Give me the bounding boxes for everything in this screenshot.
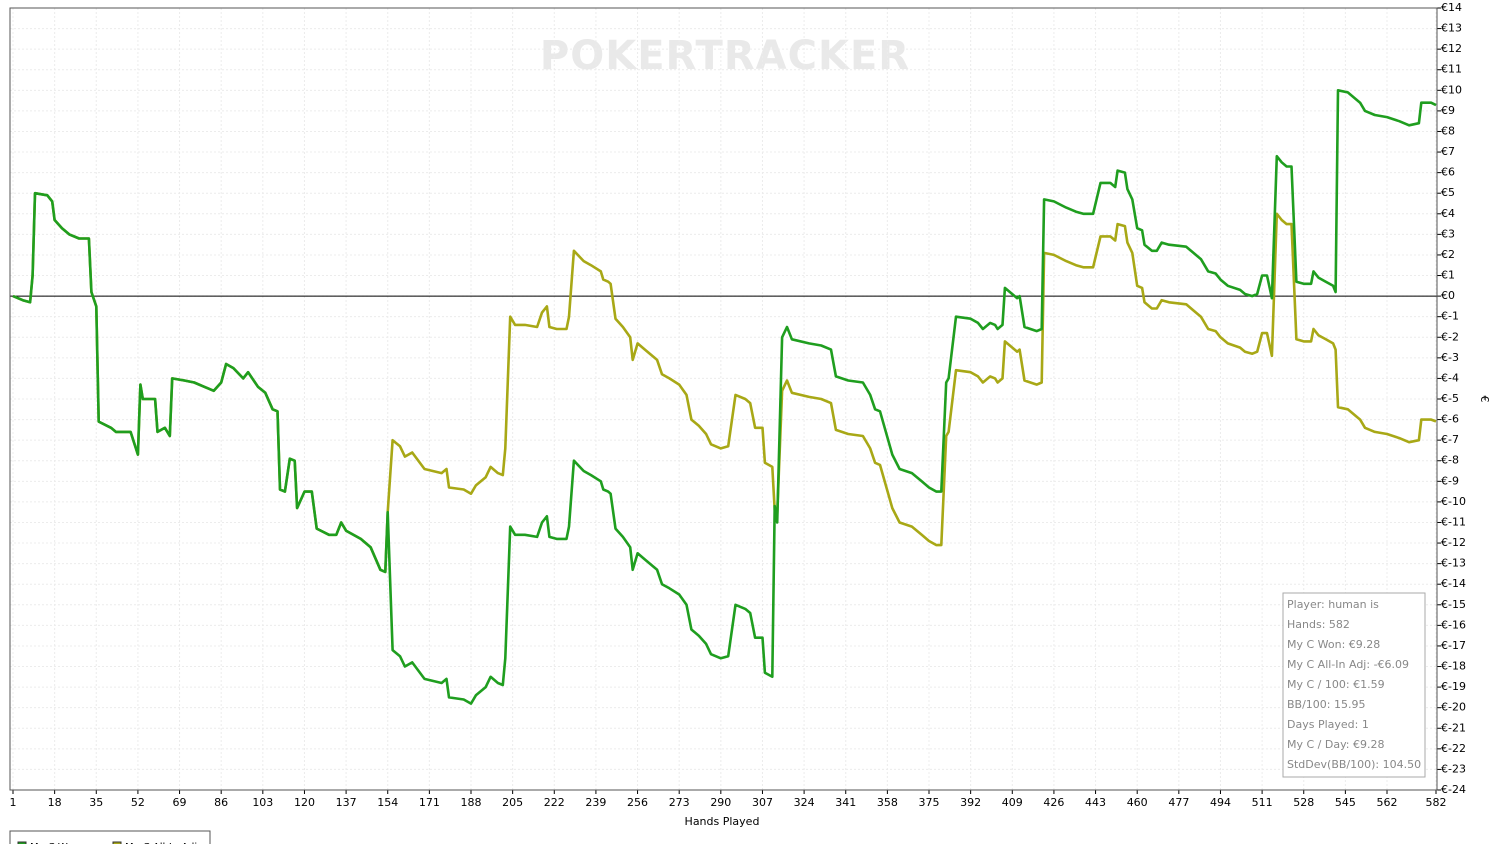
y-tick-label: €14: [1441, 1, 1462, 14]
x-tick-label: 120: [294, 796, 315, 809]
x-tick-label: 341: [835, 796, 856, 809]
x-tick-label: 86: [214, 796, 228, 809]
y-tick-label: €-8: [1441, 454, 1459, 467]
x-tick-label: 273: [669, 796, 690, 809]
x-tick-label: 18: [48, 796, 62, 809]
x-tick-label: 290: [710, 796, 731, 809]
stats-line: StdDev(BB/100): 104.50: [1287, 758, 1421, 771]
y-tick-label: €-17: [1441, 639, 1466, 652]
y-tick-label: €-2: [1441, 330, 1459, 343]
x-tick-label: 511: [1252, 796, 1273, 809]
x-tick-label: 69: [173, 796, 187, 809]
x-tick-label: 239: [585, 796, 606, 809]
y-tick-label: €-23: [1441, 762, 1466, 775]
y-tick-label: €4: [1441, 207, 1455, 220]
y-tick-label: €2: [1441, 248, 1455, 261]
stats-line: My C / 100: €1.59: [1287, 678, 1385, 691]
y-tick-label: €-1: [1441, 310, 1459, 323]
legend-box: [9, 830, 211, 844]
y-tick-label: €8: [1441, 124, 1455, 137]
plot-border: [9, 7, 1438, 791]
legend-swatch: [112, 841, 122, 844]
x-tick-label: 103: [252, 796, 273, 809]
y-tick-label: €-16: [1441, 618, 1466, 631]
x-tick-label: 545: [1335, 796, 1356, 809]
x-tick-label: 582: [1426, 796, 1447, 809]
x-tick-label: 256: [627, 796, 648, 809]
y-tick-label: €9: [1441, 104, 1455, 117]
legend-swatch: [17, 841, 27, 844]
x-tick-label: 375: [919, 796, 940, 809]
x-tick-label: 460: [1127, 796, 1148, 809]
y-tick-label: €-14: [1441, 577, 1466, 590]
x-tick-label: 222: [544, 796, 565, 809]
y-tick-label: €5: [1441, 186, 1455, 199]
y-tick-label: €7: [1441, 145, 1455, 158]
x-tick-label: 1: [10, 796, 17, 809]
x-tick-label: 358: [877, 796, 898, 809]
y-tick-label: €-9: [1441, 474, 1459, 487]
series-line: [12, 89, 1437, 705]
x-tick-label: 154: [377, 796, 398, 809]
x-tick-label: 392: [960, 796, 981, 809]
stats-line: My C Won: €9.28: [1287, 638, 1380, 651]
y-tick-label: €-4: [1441, 371, 1459, 384]
y-tick-label: €-15: [1441, 598, 1466, 611]
x-tick-label: 409: [1002, 796, 1023, 809]
y-tick-label: €-19: [1441, 680, 1466, 693]
y-tick-label: €3: [1441, 227, 1455, 240]
y-tick-label: €0: [1441, 289, 1455, 302]
stats-line: Hands: 582: [1287, 618, 1350, 631]
y-tick-label: €-5: [1441, 392, 1459, 405]
x-tick-label: 307: [752, 796, 773, 809]
x-tick-label: 171: [419, 796, 440, 809]
stats-line: Days Played: 1: [1287, 718, 1369, 731]
y-tick-label: €6: [1441, 166, 1455, 179]
stats-line: BB/100: 15.95: [1287, 698, 1366, 711]
x-tick-label: 137: [336, 796, 357, 809]
stats-box: [1282, 592, 1426, 778]
y-tick-label: €-12: [1441, 536, 1466, 549]
y-tick-label: €-13: [1441, 557, 1466, 570]
stats-line: Player: human is: [1287, 598, 1379, 611]
series-line: [12, 191, 1437, 574]
x-tick-label: 562: [1377, 796, 1398, 809]
legend-label: My C All-In Adj: [125, 842, 197, 844]
x-tick-label: 324: [794, 796, 815, 809]
x-tick-label: 477: [1168, 796, 1189, 809]
y-tick-label: €11: [1441, 63, 1462, 76]
stats-line: My C / Day: €9.28: [1287, 738, 1385, 751]
y-axis-label: €: [1478, 396, 1491, 403]
y-tick-label: €-3: [1441, 351, 1459, 364]
y-tick-label: €-11: [1441, 515, 1466, 528]
x-tick-label: 426: [1043, 796, 1064, 809]
y-tick-label: €13: [1441, 22, 1462, 35]
x-tick-label: 494: [1210, 796, 1231, 809]
x-tick-label: 205: [502, 796, 523, 809]
y-tick-label: €-20: [1441, 701, 1466, 714]
stats-line: My C All-In Adj: -€6.09: [1287, 658, 1409, 671]
y-tick-label: €-21: [1441, 721, 1466, 734]
x-tick-label: 188: [461, 796, 482, 809]
y-tick-label: €-22: [1441, 742, 1466, 755]
y-tick-label: €12: [1441, 42, 1462, 55]
x-tick-label: 528: [1293, 796, 1314, 809]
x-tick-label: 35: [89, 796, 103, 809]
legend-label: My C Won: [30, 842, 80, 844]
y-tick-label: €-6: [1441, 413, 1459, 426]
y-tick-label: €-18: [1441, 660, 1466, 673]
y-tick-label: €-10: [1441, 495, 1466, 508]
y-tick-label: €10: [1441, 83, 1462, 96]
x-tick-label: 52: [131, 796, 145, 809]
y-tick-label: €1: [1441, 269, 1455, 282]
y-tick-label: €-24: [1441, 783, 1466, 796]
y-tick-label: €-7: [1441, 433, 1459, 446]
x-axis-label: Hands Played: [685, 815, 760, 828]
x-tick-label: 443: [1085, 796, 1106, 809]
watermark: POKERTRACKER: [540, 33, 910, 79]
